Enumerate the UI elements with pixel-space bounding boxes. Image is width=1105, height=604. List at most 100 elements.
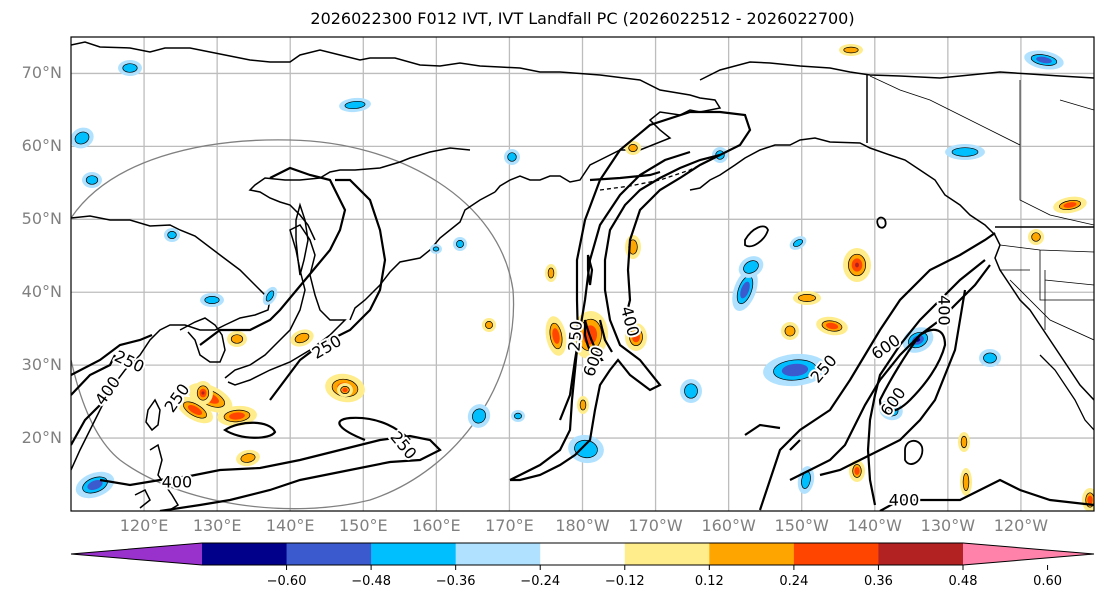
colorbar-bin xyxy=(540,543,626,565)
map-title: 2026022300 F012 IVT, IVT Landfall PC (20… xyxy=(310,9,855,28)
coastline-korea xyxy=(179,317,226,363)
anomaly-patch xyxy=(951,147,979,157)
coastline-kamchatka xyxy=(349,191,496,321)
colorbar-tick-label: −0.48 xyxy=(351,574,392,589)
lon-tick-label: 120°W xyxy=(993,516,1049,535)
colorbar-tick-label: 0.48 xyxy=(948,574,978,589)
contour-small-closed xyxy=(744,216,924,465)
contour-600-jet-central xyxy=(583,254,604,362)
lon-tick-label: 150°W xyxy=(774,516,829,535)
lon-tick-label: 160°E xyxy=(412,516,461,535)
anomaly-patch xyxy=(187,405,203,415)
anomaly-patch xyxy=(628,144,638,152)
colorbar-bin xyxy=(202,543,288,565)
colorbar-outline xyxy=(70,542,1095,566)
colorbar-tick-label: −0.36 xyxy=(435,574,476,589)
anomaly-patch xyxy=(456,240,464,248)
coastline-siberia xyxy=(71,41,722,193)
anomaly-patch xyxy=(201,391,205,395)
contour-label: 250 xyxy=(564,320,586,352)
anomaly-patch xyxy=(825,322,839,330)
anomaly-patch xyxy=(574,439,598,459)
anomaly-patch xyxy=(507,152,517,162)
coastline-japan xyxy=(224,224,347,386)
anomaly-patch xyxy=(342,387,348,393)
anomaly-patch xyxy=(514,412,522,420)
anomaly-patch xyxy=(579,399,587,411)
lon-tick-label: 180°W xyxy=(555,516,610,535)
borders-provinces xyxy=(869,75,1094,341)
colorbar-bin xyxy=(624,543,710,565)
anomaly-patch xyxy=(85,175,99,185)
colorbar-bin xyxy=(878,543,964,565)
lat-tick-label: 70°N xyxy=(21,63,62,83)
anomaly-patch xyxy=(1031,232,1041,242)
anomaly-patch xyxy=(485,321,493,329)
coastline-alaska-south xyxy=(689,137,1094,401)
anomaly-patch xyxy=(684,383,698,399)
anomaly-patch xyxy=(472,408,486,424)
anomaly-patch xyxy=(883,403,899,417)
anomaly-patch xyxy=(1087,495,1093,505)
colorbar-tick-label: 0.60 xyxy=(1033,574,1063,589)
lon-tick-label: 150°E xyxy=(338,516,388,535)
anomaly-patch xyxy=(784,325,796,337)
anomaly-patch xyxy=(74,131,90,145)
lon-tick-label: 140°W xyxy=(847,516,902,535)
contour-600-east xyxy=(878,328,947,413)
anomaly-patch xyxy=(87,480,103,490)
anomaly-patch xyxy=(632,331,640,343)
ensemble-range-circle xyxy=(71,139,515,510)
contour-250-east xyxy=(744,232,996,511)
lat-tick-label: 20°N xyxy=(21,428,62,448)
anomaly-patch xyxy=(230,334,244,344)
anomaly-patch xyxy=(167,231,177,239)
colorbar-tick-label: −0.60 xyxy=(266,574,307,589)
contour-400-east xyxy=(789,264,1094,511)
contour-250-west xyxy=(71,166,387,401)
lat-tick-label: 40°N xyxy=(21,282,62,302)
coastline-asia-mainland xyxy=(71,215,271,471)
anomaly-patch xyxy=(1063,202,1077,208)
colorbar-extend-max xyxy=(963,543,1094,565)
anomaly-patch xyxy=(743,260,759,274)
lon-tick-label: 160°W xyxy=(701,516,756,535)
colorbar-bin xyxy=(793,543,879,565)
coastline-baja xyxy=(1039,354,1094,431)
coastline-okhotsk xyxy=(248,147,471,241)
colorbar-bin xyxy=(286,543,372,565)
colorbar-tick-label: −0.24 xyxy=(520,574,561,589)
contour-label: 400 xyxy=(162,472,193,491)
anomaly-patch xyxy=(962,473,970,491)
anomaly-patch xyxy=(344,100,366,110)
anomaly-patch xyxy=(547,267,555,279)
colorbar-bin xyxy=(709,543,795,565)
anomaly-patch xyxy=(240,453,256,463)
anomaly-patch xyxy=(122,63,138,73)
colorbar-bin xyxy=(455,543,541,565)
anomaly-patch xyxy=(204,296,220,304)
anomaly-patch xyxy=(1036,56,1052,64)
contour-label: 400 xyxy=(935,295,954,326)
lon-tick-label: 130°E xyxy=(192,516,242,535)
ivt-contours xyxy=(71,110,1094,511)
contour-400-west xyxy=(71,354,442,511)
coastline-sakhalin xyxy=(295,202,309,276)
lat-tick-label: 50°N xyxy=(21,209,62,229)
lat-tick-label: 30°N xyxy=(21,355,62,375)
anomaly-patch xyxy=(294,332,310,344)
colorbar-extend-min xyxy=(71,543,202,565)
anomaly-patch xyxy=(781,363,809,377)
anomaly-patch xyxy=(432,246,440,252)
anomaly-patch xyxy=(843,46,859,54)
anomaly-patch xyxy=(265,290,275,302)
anomaly-patch xyxy=(552,328,560,344)
colorbar-tick-label: 0.12 xyxy=(694,574,724,589)
colorbar-bin xyxy=(371,543,457,565)
anomaly-patch xyxy=(793,239,803,247)
map-frame xyxy=(70,36,1095,512)
anomaly-patch xyxy=(854,467,860,475)
contour-250-southwest xyxy=(223,416,411,442)
